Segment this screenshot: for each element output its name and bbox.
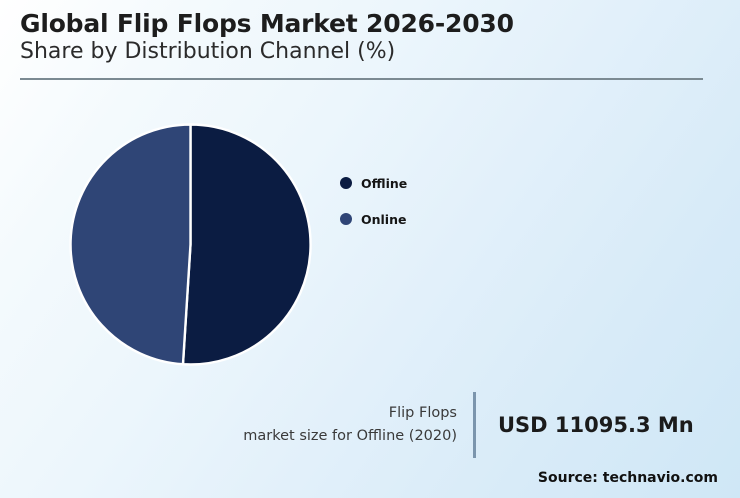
pie-slice-offline[interactable] (181, 123, 312, 366)
legend-item-offline[interactable]: Offline (340, 172, 520, 194)
page-subtitle: Share by Distribution Channel (%) (20, 39, 396, 64)
header-divider (20, 78, 703, 80)
page-title: Global Flip Flops Market 2026-2030 (20, 9, 514, 38)
pie-chart (62, 116, 319, 373)
header: Global Flip Flops Market 2026-2030 Share… (20, 10, 720, 66)
legend-swatch-online (340, 213, 352, 225)
stat-callout: Flip Flops market size for Offline (2020… (195, 392, 705, 458)
stat-caption: Flip Flops market size for Offline (2020… (195, 402, 473, 449)
stat-caption-line-2: market size for Offline (2020) (243, 428, 457, 444)
source-attribution: Source: technavio.com (537, 470, 718, 486)
pie-chart-svg (69, 123, 312, 366)
legend-label-offline: Offline (361, 175, 408, 191)
legend-swatch-offline (340, 177, 352, 189)
stat-caption-line-1: Flip Flops (388, 404, 457, 421)
legend-item-online[interactable]: Online (340, 208, 520, 230)
stat-value: USD 11095.3 Mn (498, 413, 694, 437)
legend-label-online: Online (361, 211, 407, 227)
chart-legend: Offline Online (340, 172, 520, 244)
pie-slice-online[interactable] (69, 123, 192, 366)
stat-divider (473, 392, 476, 458)
